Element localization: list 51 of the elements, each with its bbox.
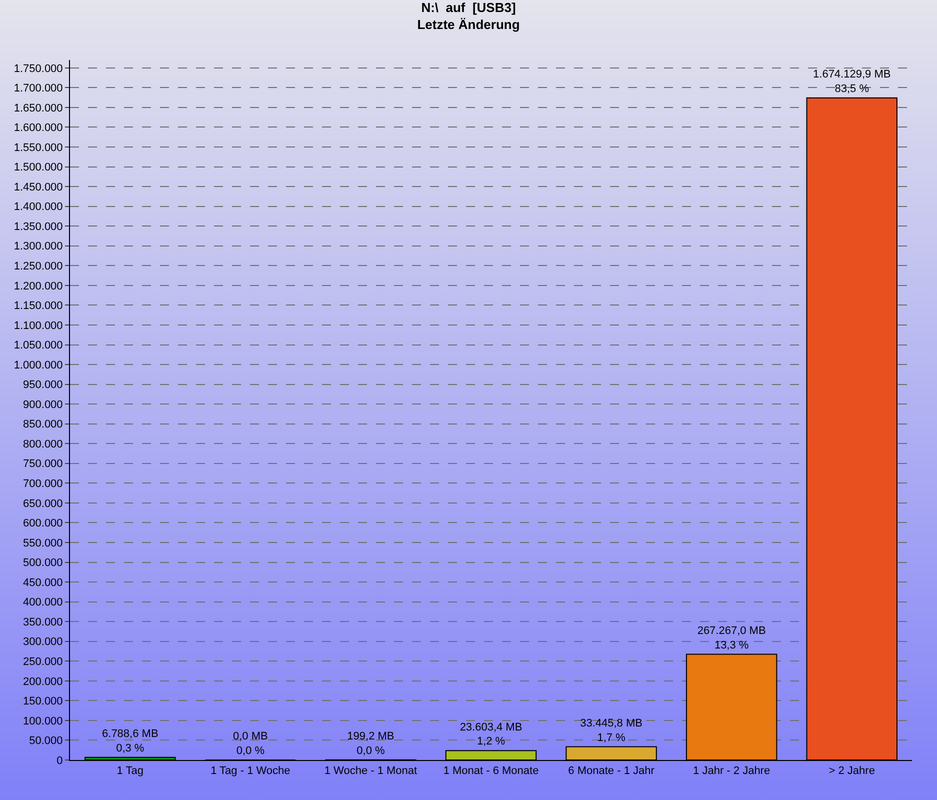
y-tick-label: 300.000: [23, 636, 63, 648]
x-tick-label: 1 Jahr - 2 Jahre: [693, 765, 770, 778]
y-tick-label: 450.000: [23, 576, 63, 589]
y-tick-label: 0: [56, 754, 63, 767]
y-tick-label: 1.050.000: [14, 340, 63, 352]
y-tick-label: 1.650.000: [14, 102, 63, 114]
y-tick-label: 550.000: [23, 537, 63, 550]
y-tick-label: 50.000: [29, 735, 63, 748]
y-tick-label: 1.400.000: [14, 201, 63, 214]
chart-title: N:\ auf [USB3] Letzte Änderung: [417, 0, 520, 32]
y-tick-label: 1.250.000: [14, 260, 63, 272]
y-tick-label: 600.000: [23, 518, 63, 530]
y-tick-label: 400.000: [23, 596, 63, 609]
y-tick-label: 1.700.000: [14, 82, 63, 95]
y-tick-label: 700.000: [23, 478, 63, 490]
x-tick-label: > 2 Jahre: [828, 765, 875, 778]
y-tick-label: 800.000: [23, 438, 63, 450]
data-label: 267.267,0 MB 13,3 %: [697, 625, 766, 652]
x-tick-label: 6 Monate - 1 Jahr: [568, 765, 655, 778]
y-tick-label: 150.000: [23, 696, 63, 708]
y-tick-label: 1.550.000: [14, 142, 63, 154]
data-label: 199,2 MB 0,0 %: [347, 730, 394, 757]
data-label: 23.603,4 MB 1,2 %: [460, 721, 522, 748]
y-tick-label: 850.000: [23, 418, 63, 431]
y-tick-label: 1.500.000: [14, 162, 63, 174]
y-tick-label: 200.000: [23, 676, 63, 688]
x-tick-label: 1 Tag: [116, 765, 144, 778]
data-label: 0,0 MB 0,0 %: [233, 730, 268, 757]
y-tick-label: 1.350.000: [14, 220, 63, 233]
y-tick-label: 1.300.000: [14, 240, 63, 253]
y-tick-label: 250.000: [23, 656, 63, 668]
y-tick-label: 100.000: [23, 715, 63, 728]
x-tick-label: 1 Tag - 1 Woche: [210, 765, 290, 778]
x-tick-label: 1 Woche - 1 Monat: [324, 765, 418, 778]
y-tick-label: 1.200.000: [14, 280, 63, 292]
y-tick-label: 350.000: [23, 616, 63, 628]
y-tick-label: 1.100.000: [14, 320, 63, 332]
data-label: 1.674.129,9 MB 83,5 %: [813, 68, 891, 95]
y-tick-label: 900.000: [23, 398, 63, 411]
y-tick-label: 750.000: [23, 458, 63, 470]
data-label: 6.788,6 MB 0,3 %: [102, 728, 158, 754]
y-tick-label: 500.000: [23, 557, 63, 570]
data-label: 33.445,8 MB 1,7 %: [580, 717, 642, 744]
x-tick-label: 1 Monat - 6 Monate: [443, 765, 539, 778]
y-tick-label: 1.750.000: [14, 62, 63, 75]
y-tick-label: 950.000: [23, 379, 63, 392]
y-tick-label: 1.600.000: [14, 122, 63, 134]
y-tick-label: 1.450.000: [14, 181, 63, 194]
y-tick-label: 1.000.000: [14, 359, 63, 372]
y-tick-label: 650.000: [23, 498, 63, 510]
y-tick-label: 1.150.000: [14, 300, 63, 312]
